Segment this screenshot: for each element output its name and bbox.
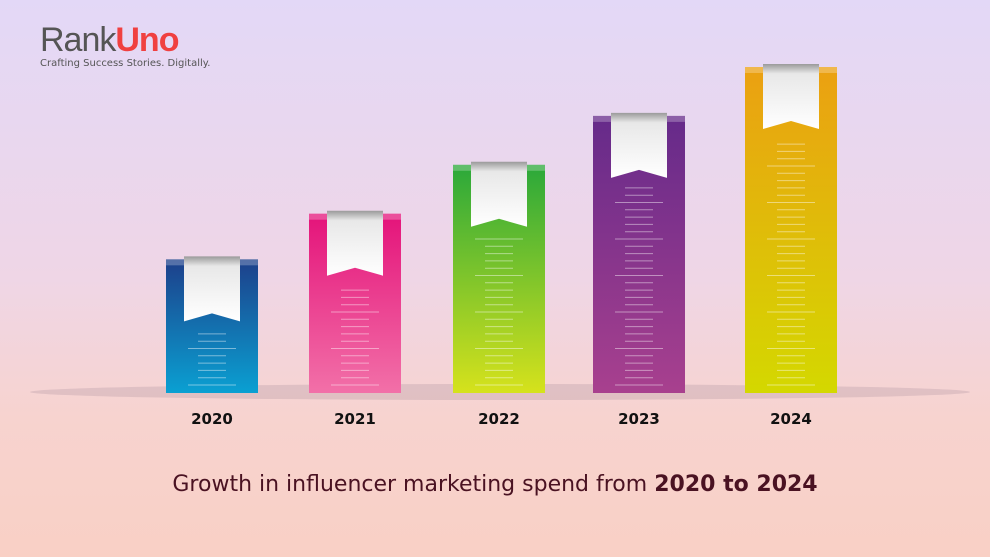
logo-tagline: Crafting Success Stories. Digitally. <box>40 58 211 69</box>
bar-group-2023: 2023 <box>593 112 685 428</box>
ribbon-banner <box>763 64 819 129</box>
chart-caption: Growth in influencer marketing spend fro… <box>0 472 990 497</box>
ribbon-banner <box>611 112 667 178</box>
logo-rank: Rank <box>40 21 116 59</box>
ribbon-banner <box>327 210 383 276</box>
ribbon-banner <box>184 256 240 322</box>
ribbon-banner <box>471 161 527 227</box>
year-label: 2023 <box>618 410 660 428</box>
rankuno-logo: RankUno Crafting Success Stories. Digita… <box>40 20 210 69</box>
year-label: 2024 <box>770 410 812 428</box>
year-label: 2021 <box>334 410 376 428</box>
bar-group-2024: 2024 <box>745 64 837 428</box>
caption-bold: 2020 to 2024 <box>654 472 818 497</box>
bar-group-2020: 2020 <box>166 256 258 428</box>
bar-group-2022: 2022 <box>453 161 545 428</box>
year-label: 2020 <box>191 410 233 428</box>
year-label: 2022 <box>478 410 520 428</box>
bar-group-2021: 2021 <box>309 210 401 428</box>
caption-text: Growth in influencer marketing spend fro… <box>172 472 655 497</box>
logo-uno: Uno <box>115 21 179 59</box>
bar-2024 <box>745 67 837 393</box>
